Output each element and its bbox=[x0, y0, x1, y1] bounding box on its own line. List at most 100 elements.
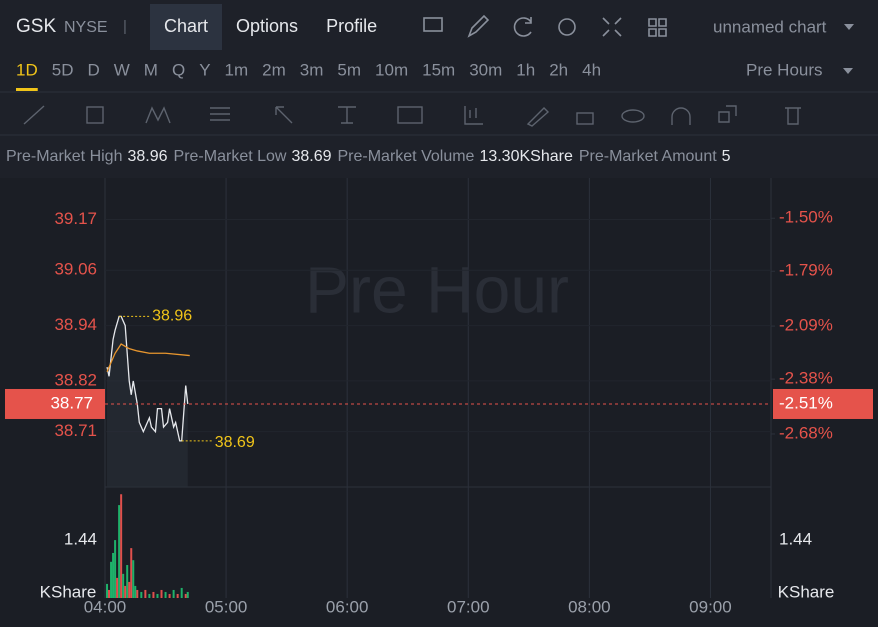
volume-bar bbox=[116, 577, 119, 598]
timeframe[interactable]: 2m bbox=[262, 60, 286, 79]
tool-rect[interactable] bbox=[86, 106, 104, 124]
y2-tick-label: -2.38% bbox=[779, 369, 833, 388]
stat-label: Pre-Market Low bbox=[174, 148, 287, 165]
stat-value: 38.69 bbox=[291, 148, 331, 165]
timeframe[interactable]: 5m bbox=[337, 60, 361, 79]
x-tick-label: 05:00 bbox=[205, 597, 248, 616]
y-tick-label: 38.94 bbox=[54, 315, 97, 334]
tool-arrow[interactable] bbox=[275, 106, 293, 124]
last-change-box bbox=[773, 388, 873, 419]
top-icons[interactable] bbox=[423, 14, 667, 38]
x-tick-label: 04:00 bbox=[84, 597, 127, 616]
volume-bar bbox=[108, 589, 111, 598]
average-line bbox=[106, 343, 190, 372]
session-select[interactable]: Pre Hours bbox=[746, 60, 823, 79]
timeframe[interactable]: D bbox=[87, 60, 99, 79]
drawing-tools[interactable] bbox=[23, 105, 801, 127]
timeframe[interactable]: 2h bbox=[549, 60, 568, 79]
volume-bar bbox=[168, 593, 171, 598]
timeframe[interactable]: Y bbox=[199, 60, 210, 79]
y-tick-label: 39.17 bbox=[54, 209, 97, 228]
icon-layout[interactable] bbox=[648, 18, 667, 37]
volume-bar bbox=[128, 581, 131, 598]
volume-bar bbox=[120, 494, 123, 598]
volume-bar bbox=[136, 589, 139, 598]
timeframe[interactable]: 5D bbox=[52, 60, 74, 79]
volume-bar bbox=[112, 552, 115, 598]
timeframe[interactable]: 30m bbox=[469, 60, 502, 79]
dropdown-arrow[interactable] bbox=[844, 24, 854, 30]
watermark: Pre Hour bbox=[305, 252, 569, 326]
stat-label: Pre-Market Volume bbox=[338, 148, 475, 165]
x-tick-label: 09:00 bbox=[689, 597, 732, 616]
tool-magnet[interactable] bbox=[671, 107, 691, 125]
chart-name[interactable]: unnamed chart bbox=[713, 17, 827, 36]
volume-unit: KShare bbox=[778, 582, 835, 601]
timeframe[interactable]: 4h bbox=[582, 60, 601, 79]
y2-tick-label: -1.50% bbox=[779, 208, 833, 227]
volume-bar bbox=[130, 548, 133, 598]
tool-lock[interactable] bbox=[576, 112, 594, 125]
volume-bar bbox=[172, 589, 175, 598]
timeframe[interactable]: 1h bbox=[516, 60, 535, 79]
volume-tick-label: 1.44 bbox=[64, 530, 97, 549]
volume-bar bbox=[114, 540, 117, 598]
tab[interactable]: Options bbox=[236, 16, 298, 36]
y2-tick-label: -2.68% bbox=[779, 423, 833, 442]
tool-pattern[interactable] bbox=[145, 106, 171, 124]
tool-group[interactable] bbox=[718, 105, 737, 123]
symbol: GSK bbox=[16, 16, 56, 37]
volume-tick-label: 1.44 bbox=[779, 530, 812, 549]
timeframe-underline bbox=[16, 88, 38, 91]
tool-fib[interactable] bbox=[210, 107, 230, 121]
timeframe[interactable]: 15m bbox=[422, 60, 455, 79]
separator-text: | bbox=[123, 18, 127, 35]
icon-settings[interactable] bbox=[558, 18, 576, 36]
volume-bar bbox=[180, 587, 183, 598]
stat-value: 38.96 bbox=[127, 148, 167, 165]
timeframe[interactable]: Q bbox=[172, 60, 185, 79]
low-label: 38.69 bbox=[215, 434, 255, 451]
icon-indicator[interactable] bbox=[423, 17, 443, 32]
timeframe[interactable]: W bbox=[114, 60, 130, 79]
dropdown-arrow[interactable] bbox=[843, 68, 853, 74]
y-tick-label: 38.82 bbox=[54, 370, 97, 389]
tab-bg[interactable] bbox=[150, 4, 223, 50]
tab[interactable]: Profile bbox=[326, 16, 377, 36]
volume-unit: KShare bbox=[40, 582, 97, 601]
icon-refresh[interactable] bbox=[513, 17, 532, 37]
volume-bar bbox=[118, 505, 121, 598]
tool-delete[interactable] bbox=[785, 107, 801, 125]
x-tick-label: 07:00 bbox=[447, 597, 490, 616]
timeframe[interactable]: M bbox=[144, 60, 158, 79]
tab[interactable]: Chart bbox=[164, 16, 208, 36]
y-tick-label: 38.71 bbox=[54, 421, 97, 440]
tool-text[interactable] bbox=[338, 106, 356, 124]
volume-bar bbox=[144, 589, 147, 598]
volume-bar bbox=[184, 593, 187, 598]
icon-fullscreen[interactable] bbox=[602, 17, 622, 37]
volume-bar bbox=[126, 565, 129, 598]
top-bar bbox=[0, 0, 878, 50]
tool-measure[interactable] bbox=[464, 106, 483, 125]
timeframe[interactable]: 1m bbox=[225, 60, 249, 79]
toolbar-area bbox=[0, 50, 878, 178]
tool-note[interactable] bbox=[397, 106, 423, 124]
volume-bar bbox=[124, 585, 127, 598]
tool-brush[interactable] bbox=[526, 107, 550, 127]
volume-bar bbox=[140, 591, 143, 598]
icon-draw[interactable] bbox=[467, 14, 490, 38]
timeframe[interactable]: 1D bbox=[16, 60, 38, 79]
tool-line[interactable] bbox=[23, 105, 45, 125]
last-price-box bbox=[5, 388, 105, 419]
tool-eye[interactable] bbox=[621, 109, 645, 123]
chart-area bbox=[0, 178, 878, 627]
volume-bar bbox=[148, 593, 151, 598]
timeframe[interactable]: 3m bbox=[300, 60, 324, 79]
stat-value: 13.30KShare bbox=[479, 148, 573, 165]
volume-bar bbox=[122, 573, 125, 598]
stat-value: 5 bbox=[722, 148, 731, 165]
timeframe[interactable]: 10m bbox=[375, 60, 408, 79]
volume-bar bbox=[132, 560, 135, 598]
